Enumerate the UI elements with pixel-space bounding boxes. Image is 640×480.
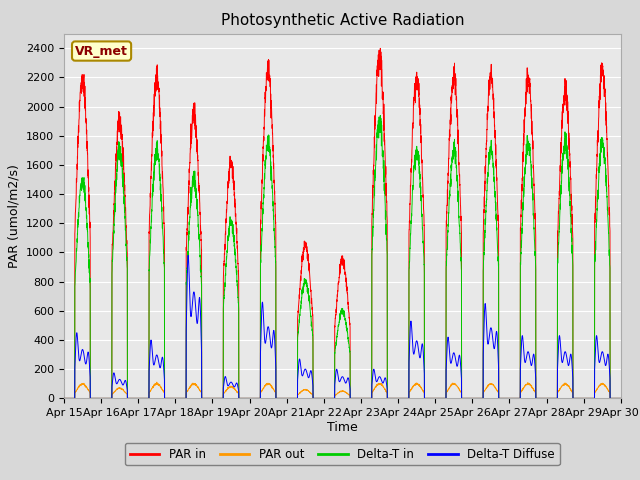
X-axis label: Time: Time bbox=[327, 421, 358, 434]
Title: Photosynthetic Active Radiation: Photosynthetic Active Radiation bbox=[221, 13, 464, 28]
Legend: PAR in, PAR out, Delta-T in, Delta-T Diffuse: PAR in, PAR out, Delta-T in, Delta-T Dif… bbox=[125, 443, 560, 466]
Y-axis label: PAR (umol/m2/s): PAR (umol/m2/s) bbox=[8, 164, 20, 268]
Text: VR_met: VR_met bbox=[75, 45, 128, 58]
